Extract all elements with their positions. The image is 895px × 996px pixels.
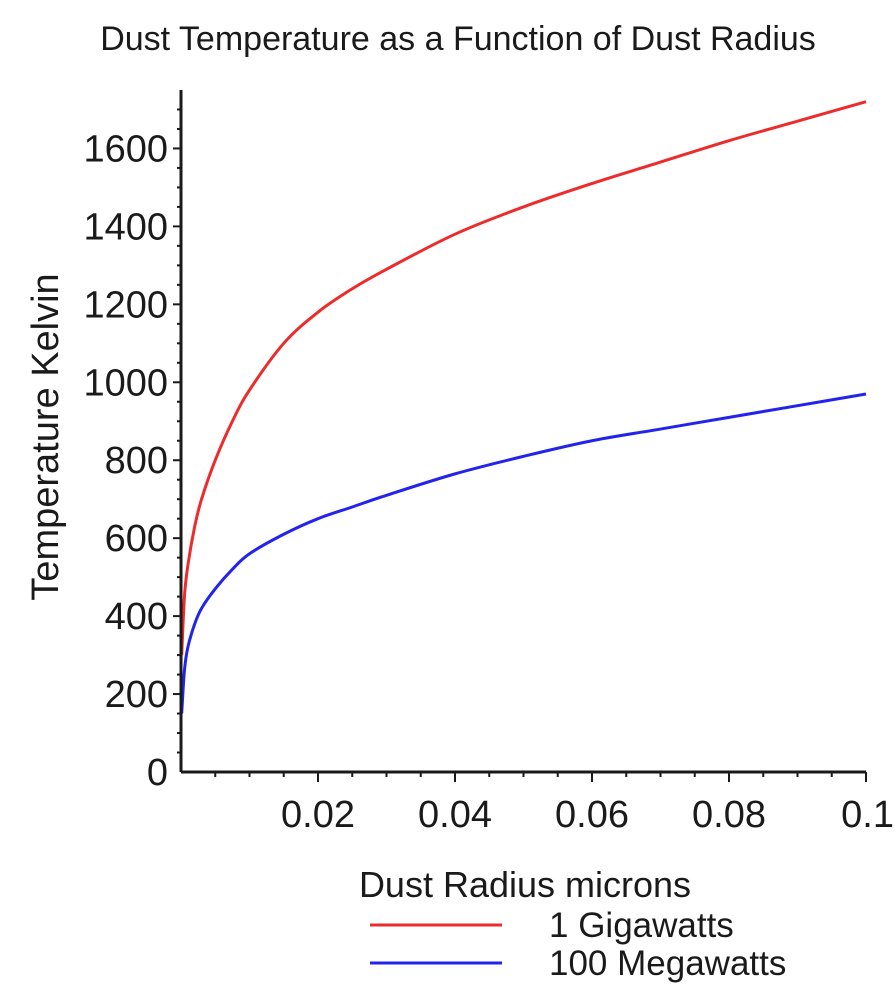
x-tick-label: 0.04 bbox=[418, 794, 492, 836]
y-tick-label: 200 bbox=[105, 674, 168, 716]
y-tick-label: 800 bbox=[105, 440, 168, 482]
y-axis-label: Temperature Kelvin bbox=[25, 273, 67, 600]
series-line-2 bbox=[180, 392, 867, 714]
chart-title: Dust Temperature as a Function of Dust R… bbox=[100, 20, 816, 58]
y-tick-label: 1600 bbox=[83, 128, 168, 170]
y-tick-label: 1200 bbox=[83, 284, 168, 326]
y-tick-label: 400 bbox=[105, 596, 168, 638]
x-axis-label: Dust Radius microns bbox=[359, 864, 691, 905]
y-tick-label: 600 bbox=[105, 518, 168, 560]
y-tick-label: 0 bbox=[147, 752, 168, 794]
x-tick-label: 0.06 bbox=[555, 794, 629, 836]
y-tick-label: 1400 bbox=[83, 206, 168, 248]
x-tick-label: 0.02 bbox=[281, 794, 355, 836]
x-tick-label: 0.08 bbox=[692, 794, 766, 836]
axes: 0 200 400 600 800 1000 1200 1400 1600 0.02 0.04 0.0… bbox=[83, 90, 894, 836]
legend-label-1: 1 Gigawatts bbox=[549, 906, 734, 945]
plot-area bbox=[180, 100, 867, 714]
y-tick-label: 1000 bbox=[83, 362, 168, 404]
series-line-1 bbox=[180, 100, 867, 656]
x-tick-label: 0.1 bbox=[841, 794, 894, 836]
legend-label-2: 100 Megawatts bbox=[549, 944, 786, 983]
